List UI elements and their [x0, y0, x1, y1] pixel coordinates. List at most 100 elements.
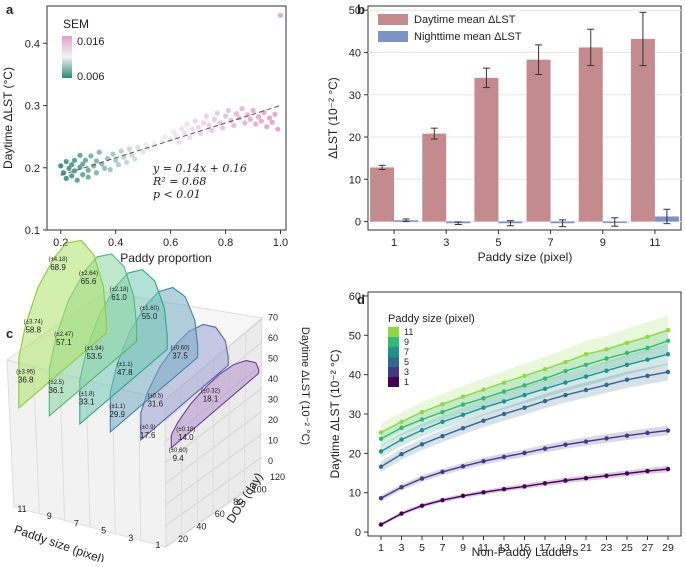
a-point	[192, 118, 198, 124]
d-marker-7	[440, 419, 445, 425]
panel-b-xlabel: Paddy size (pixel)	[478, 250, 573, 264]
panel-b-grid	[368, 9, 681, 223]
d-ytick-label: 20	[349, 448, 361, 460]
d-xtick-label: 5	[419, 542, 425, 554]
c-low-value: 36.8	[18, 375, 34, 384]
a-point	[266, 115, 273, 121]
c-low-value: 36.1	[48, 386, 64, 395]
c-mid-value: 58.8	[25, 325, 41, 334]
c-z-tick-label: 60	[268, 333, 278, 343]
a-point	[211, 116, 218, 122]
a-point	[132, 156, 138, 162]
d-marker-3	[501, 454, 507, 460]
a-ytick-label: 0.2	[25, 163, 40, 175]
d-marker-3	[522, 450, 527, 456]
a-point	[66, 165, 72, 171]
a-point	[264, 124, 270, 130]
fit-r2: R² = 0.68	[152, 175, 206, 188]
legend-swatch-nighttime	[378, 31, 408, 42]
d-ytick-label: 40	[349, 370, 361, 382]
a-point	[277, 12, 284, 18]
c-peak-se: (±2.64)	[79, 271, 98, 277]
a-point	[140, 149, 146, 155]
c-mid-se: (±2.47)	[54, 332, 73, 338]
panel-c-z-ticks: 0 10 20 30 40 50 60 70	[268, 313, 278, 467]
c-mid-se: (±1.94)	[85, 346, 104, 352]
a-point	[253, 121, 259, 127]
a-point	[275, 126, 281, 132]
b-bar-daytime	[578, 47, 603, 222]
c-size-tick-label: 9	[47, 511, 52, 521]
d-marker-9	[563, 368, 568, 374]
a-point	[115, 162, 122, 168]
d-marker-5	[378, 464, 384, 469]
b-bar-daytime	[526, 59, 551, 222]
a-point	[80, 161, 86, 167]
d-marker-5	[522, 405, 527, 410]
d-marker-1	[583, 475, 589, 481]
c-z-tick-label: 70	[268, 313, 278, 323]
d-legend-label: 3	[404, 367, 409, 377]
d-marker-3	[583, 439, 589, 444]
a-point	[110, 151, 116, 157]
a-ytick-label: 0.3	[25, 101, 40, 113]
d-marker-9	[604, 356, 609, 361]
d-marker-5	[563, 392, 568, 398]
panel-c-xlabel: Paddy size (pixel)	[12, 522, 106, 562]
a-point	[214, 110, 220, 116]
c-low-value: 9.4	[173, 454, 185, 463]
c-mid-se: (±0.5)	[147, 393, 163, 399]
d-ytick-label: 50	[349, 330, 361, 342]
c-low-se: (±2.5)	[48, 380, 64, 386]
d-marker-11	[542, 366, 548, 372]
a-point	[74, 177, 80, 183]
c-mid-value: 14.0	[178, 433, 194, 442]
d-legend-swatch-11	[388, 327, 399, 337]
d-legend-label: 7	[404, 347, 409, 357]
d-marker-5	[583, 387, 589, 393]
a-point	[255, 114, 262, 120]
d-marker-7	[378, 449, 384, 454]
d-marker-7	[665, 351, 671, 357]
d-marker-9	[501, 389, 507, 394]
d-marker-5	[645, 373, 650, 379]
b-bar-daytime	[630, 38, 655, 222]
c-low-value: 29.9	[109, 410, 125, 419]
d-xtick-label: 27	[642, 542, 654, 554]
d-xtick-label: 25	[621, 542, 633, 554]
colorbar-min-label: 0.006	[77, 71, 105, 83]
panel-c-value-labels: (±4.18)68.9 (±3.74)58.8 (±3.95)36.8 (±2.64)…	[16, 257, 220, 463]
c-dos-tick-label: 20	[178, 534, 188, 544]
d-marker-3	[604, 436, 609, 441]
d-marker-1	[563, 478, 568, 483]
d-xtick-label: 19	[560, 542, 572, 554]
panel-c: c (±4.18)68.9 (±3.74)58.8 (±3.95)36.8 (±2.6…	[5, 239, 311, 566]
panel-b-y-ticks: 0 10 20 30 40 50	[349, 5, 368, 229]
a-point	[85, 174, 91, 180]
c-mid-value: 31.6	[147, 399, 163, 408]
d-marker-5	[665, 369, 671, 375]
b-xtick-label: 5	[495, 237, 501, 249]
d-marker-7	[624, 362, 630, 368]
d-xtick-label: 3	[399, 542, 405, 554]
d-legend-swatch-9	[388, 337, 399, 347]
d-marker-9	[378, 436, 384, 441]
c-z-tick-label: 30	[268, 395, 278, 405]
c-peak-se: (±4.18)	[49, 257, 68, 263]
panel-c-ridges	[18, 239, 260, 450]
d-marker-11	[522, 373, 527, 379]
panel-a-y-ticks: 0.1 0.2 0.3 0.4	[25, 38, 47, 237]
a-point	[154, 145, 160, 151]
c-dos-tick-label: 40	[196, 522, 206, 532]
c-peak-se: (±0.32)	[201, 388, 220, 394]
a-point	[272, 111, 278, 117]
b-xtick-label: 7	[548, 237, 554, 249]
c-mid-se: (±0.18)	[176, 427, 195, 433]
panel-d-y-ticks: 0 10 20 30 40 50 60	[349, 291, 368, 539]
a-point	[113, 157, 119, 163]
a-point	[143, 142, 149, 148]
a-point	[63, 158, 69, 165]
a-point	[102, 165, 108, 171]
